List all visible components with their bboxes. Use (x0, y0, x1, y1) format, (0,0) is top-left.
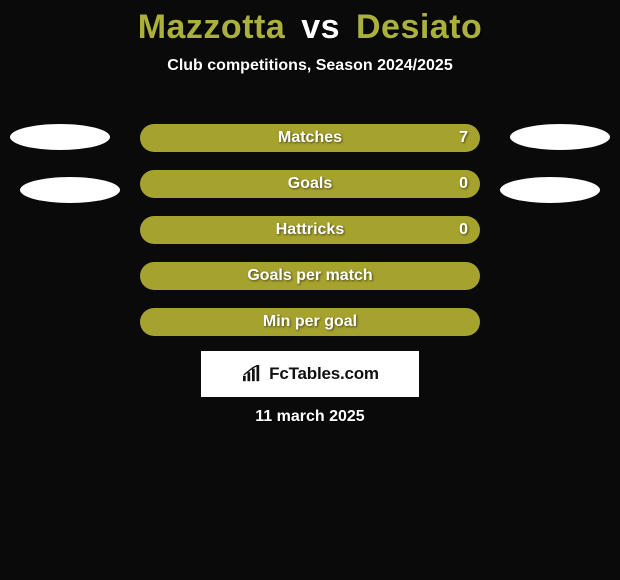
stat-label: Goals (140, 170, 480, 198)
stat-value-right: 0 (459, 170, 468, 198)
stat-row-min-per-goal: Min per goal (140, 308, 480, 336)
stat-row-goals: Goals 0 (140, 170, 480, 198)
brand-link[interactable]: FcTables.com (201, 351, 419, 397)
stat-label: Hattricks (140, 216, 480, 244)
player2-ellipse-large (510, 124, 610, 150)
bar-chart-icon (241, 365, 263, 383)
stat-row-matches: Matches 7 (140, 124, 480, 152)
stat-row-goals-per-match: Goals per match (140, 262, 480, 290)
comparison-title: Mazzotta vs Desiato (0, 0, 620, 47)
player1-ellipse-small (20, 177, 120, 203)
stat-value-right: 0 (459, 216, 468, 244)
stat-row-hattricks: Hattricks 0 (140, 216, 480, 244)
stat-label: Matches (140, 124, 480, 152)
date-label: 11 march 2025 (0, 408, 620, 426)
stat-value-right: 7 (459, 124, 468, 152)
player2-name: Desiato (356, 8, 482, 46)
stats-container: Matches 7 Goals 0 Hattricks 0 Goals per … (140, 124, 480, 354)
subtitle: Club competitions, Season 2024/2025 (0, 57, 620, 75)
stat-label: Min per goal (140, 308, 480, 336)
stat-label: Goals per match (140, 262, 480, 290)
player1-name: Mazzotta (138, 8, 286, 46)
brand-text: FcTables.com (269, 364, 379, 384)
player1-ellipse-large (10, 124, 110, 150)
vs-separator: vs (301, 8, 340, 46)
player2-ellipse-small (500, 177, 600, 203)
